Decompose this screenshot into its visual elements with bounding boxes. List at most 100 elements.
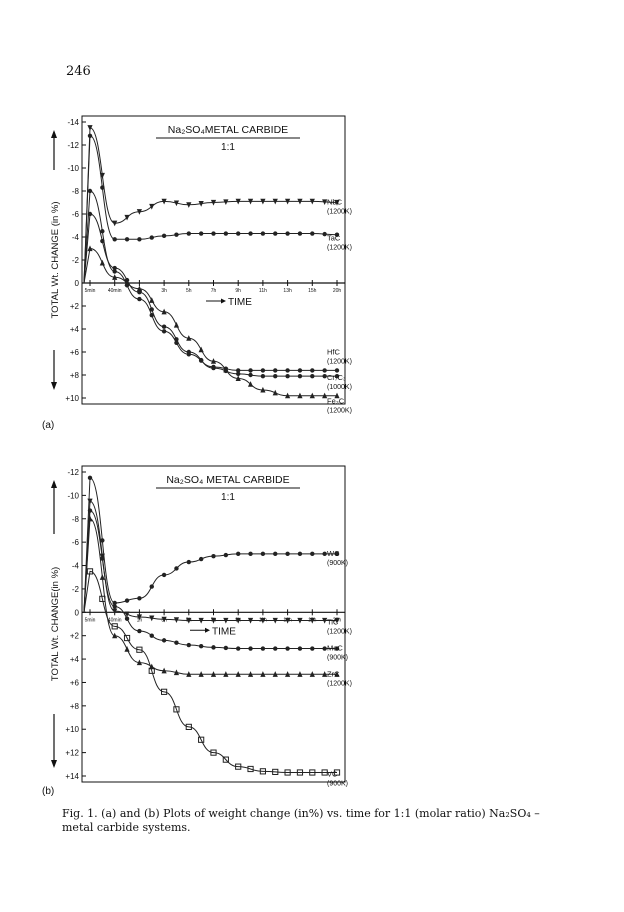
data-point (210, 199, 217, 206)
data-point (186, 202, 192, 208)
x-tick-label: 11h (259, 288, 267, 294)
data-point (198, 556, 204, 562)
data-point (211, 553, 216, 559)
data-point (124, 611, 130, 618)
y-tick-label: +8 (70, 371, 80, 380)
series-condition-label: (1200K) (327, 358, 352, 365)
data-point (297, 373, 303, 379)
data-point (99, 259, 105, 266)
data-point (284, 769, 291, 776)
data-point (100, 538, 105, 543)
series-line (83, 213, 337, 377)
series-wc (83, 475, 340, 613)
data-point (161, 572, 167, 578)
y-tick-label: +14 (65, 772, 79, 781)
data-point (260, 373, 266, 379)
x-tick-label: 20h (333, 288, 342, 294)
y-axis-label-mask (48, 170, 60, 350)
data-point (285, 373, 290, 379)
data-point (334, 392, 340, 399)
series-condition-label: (1200K) (327, 245, 352, 252)
data-point (112, 608, 118, 615)
y-tick-label: -2 (72, 256, 80, 265)
data-point (247, 671, 254, 677)
series-condition-label: (1200K) (327, 628, 352, 635)
series-name-label: Cr₇C₃ (327, 373, 346, 382)
data-point (260, 551, 266, 557)
data-point (235, 198, 241, 205)
data-point (285, 368, 290, 373)
data-point (309, 617, 315, 624)
data-point (161, 324, 167, 329)
data-point (149, 633, 154, 638)
y-tick-label: +4 (70, 325, 80, 334)
data-point (334, 368, 340, 373)
data-point (174, 232, 179, 237)
data-point (334, 671, 340, 677)
data-point (87, 498, 93, 505)
data-point (309, 769, 316, 776)
data-point (297, 198, 303, 205)
series-hfc (83, 188, 340, 373)
data-point (297, 392, 303, 399)
series-fec (83, 245, 340, 399)
series-tac (83, 133, 340, 284)
series-nbc (83, 125, 340, 284)
data-point (236, 551, 241, 557)
data-point (149, 584, 154, 589)
series-name-label: NbC (327, 198, 343, 207)
data-point (272, 671, 278, 677)
data-point (273, 231, 278, 236)
y-tick-label: -12 (67, 141, 79, 150)
series-name-label: MoC (327, 644, 343, 653)
series-condition-label: (900K) (327, 780, 348, 787)
data-point (136, 285, 142, 292)
series-condition-label: (1200K) (327, 680, 352, 687)
y-tick-label: -10 (67, 491, 79, 500)
series-name-label: TiC (327, 617, 339, 626)
data-point (247, 381, 254, 387)
data-point (310, 373, 315, 379)
time-arrow-head (205, 627, 210, 633)
data-point (321, 769, 328, 776)
data-point (236, 646, 241, 651)
data-point (100, 229, 105, 234)
data-point (173, 200, 180, 207)
data-point (137, 628, 142, 634)
y-tick-label: -12 (67, 468, 79, 477)
chart-b-svg: -12 -10 -8 -6 -4 -2 0 +2 +4 +6 +8 +10 +12 +14 5min 40mi… (42, 465, 352, 797)
data-point (333, 769, 341, 776)
y-axis-arrow-head-up (51, 130, 57, 138)
data-point (247, 617, 254, 624)
data-point (297, 551, 303, 557)
x-axis-label: TIME (228, 297, 252, 308)
data-point (310, 551, 315, 557)
data-point (112, 265, 117, 271)
data-point (112, 600, 117, 606)
data-point (210, 749, 217, 756)
data-point (310, 646, 315, 651)
data-point (236, 368, 241, 373)
y-tick-label: -2 (72, 585, 80, 594)
data-point (161, 198, 167, 205)
data-point (272, 389, 278, 396)
data-point (259, 768, 267, 775)
data-point (309, 392, 315, 399)
data-point (334, 199, 340, 206)
data-point (198, 617, 204, 624)
data-point (236, 231, 241, 236)
data-point (285, 617, 291, 624)
panel-label: (a) (42, 420, 54, 431)
y-tick-label: +10 (65, 394, 79, 403)
y-tick-label: 0 (75, 279, 80, 288)
data-point (173, 706, 180, 713)
data-point (112, 274, 118, 280)
series-line (83, 477, 337, 613)
chart-subtitle: 1:1 (221, 492, 235, 503)
y-axis-label: TOTAL Wt. CHANGE(in %) (50, 567, 61, 681)
data-point (211, 645, 216, 650)
data-point (161, 667, 167, 674)
data-point (124, 214, 130, 221)
y-tick-label: -6 (72, 538, 80, 547)
series-moc (83, 508, 340, 651)
